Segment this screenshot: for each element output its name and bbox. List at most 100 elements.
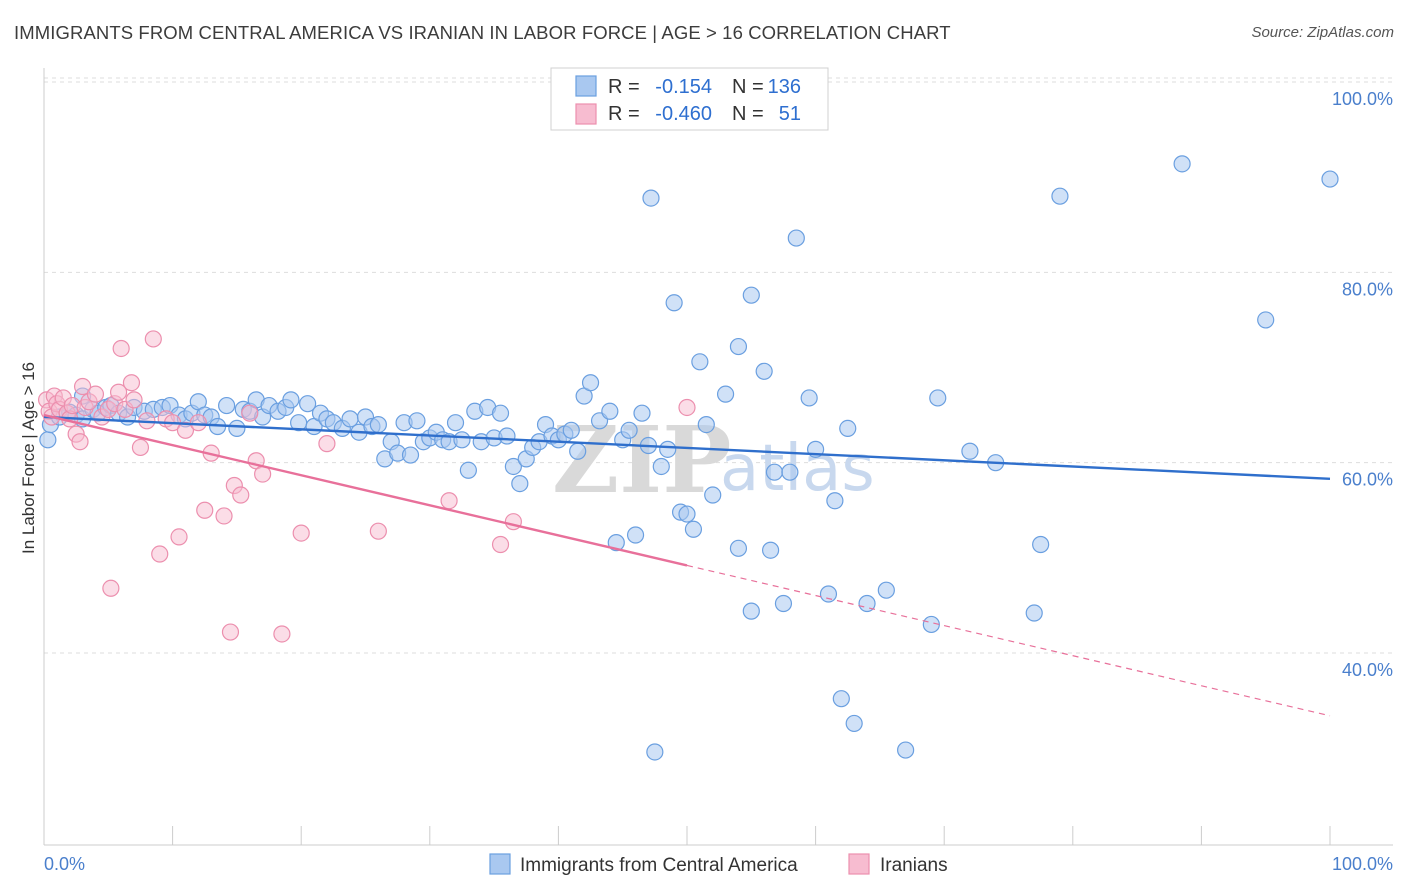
point-iranians-47 <box>440 492 458 510</box>
point-central-america-76 <box>569 442 587 460</box>
point-iranians-46 <box>369 522 387 540</box>
point-iranians-50 <box>678 398 696 417</box>
point-central-america-102 <box>742 286 760 304</box>
point-central-america-123 <box>1025 604 1043 622</box>
point-central-america-35 <box>299 395 317 413</box>
y-tick-labels: 40.0% 60.0% 80.0% 100.0% <box>1332 89 1393 680</box>
point-central-america-107 <box>781 463 799 481</box>
point-central-america-101 <box>742 602 760 620</box>
point-central-america-45 <box>369 416 387 434</box>
point-central-america-96 <box>697 416 715 434</box>
legend-swatch-pink <box>575 103 597 125</box>
point-central-america-119 <box>922 615 940 634</box>
point-central-america-121 <box>961 442 979 460</box>
point-iranians-27 <box>144 330 162 348</box>
point-central-america-100 <box>729 539 748 557</box>
point-central-america-25 <box>228 419 246 438</box>
point-central-america-51 <box>408 412 426 430</box>
x-tick-label-min: 0.0% <box>44 854 85 874</box>
point-central-america-94 <box>684 520 703 538</box>
point-central-america-87 <box>646 743 664 761</box>
point-central-america-90 <box>659 440 677 458</box>
chart-source: Source: ZipAtlas.com <box>1251 24 1394 41</box>
point-central-america-114 <box>839 419 857 438</box>
point-central-america-91 <box>665 294 683 312</box>
chart-title: IMMIGRANTS FROM CENTRAL AMERICA VS IRANI… <box>14 22 951 43</box>
y-tick-label-2: 80.0% <box>1342 279 1393 299</box>
point-central-america-85 <box>633 404 651 422</box>
axes <box>43 68 1393 846</box>
y-tick-label-3: 100.0% <box>1332 89 1393 109</box>
point-central-america-98 <box>716 385 735 403</box>
bottom-legend-swatch-blue <box>489 853 511 875</box>
point-central-america-58 <box>453 431 471 449</box>
point-central-america-97 <box>704 486 722 504</box>
point-iranians-40 <box>241 404 259 422</box>
x-tick-label-max: 100.0% <box>1332 854 1393 874</box>
point-central-america-117 <box>877 581 895 599</box>
point-central-america-103 <box>755 362 773 380</box>
series-iranians-points <box>37 330 696 643</box>
point-central-america-66 <box>504 457 522 476</box>
bottom-legend: Immigrants from Central America Iranians <box>489 853 948 876</box>
point-iranians-23 <box>122 374 141 392</box>
point-central-america-65 <box>498 427 516 445</box>
point-central-america-88 <box>642 189 660 207</box>
point-central-america-124 <box>1032 535 1050 554</box>
trend-line-iranians <box>43 413 688 567</box>
bottom-legend-label-pink: Iranians <box>880 855 948 876</box>
point-central-america-127 <box>1257 311 1275 329</box>
point-iranians-43 <box>273 625 291 643</box>
point-iranians-36 <box>215 507 233 525</box>
point-central-america-113 <box>832 690 850 708</box>
point-central-america-80 <box>601 402 619 420</box>
point-central-america-59 <box>459 461 477 479</box>
point-central-america-106 <box>774 594 793 613</box>
point-central-america-115 <box>845 714 863 733</box>
legend-box: R = -0.154 N = 136 R = -0.460 N = 51 <box>550 67 829 131</box>
point-central-america-105 <box>765 463 784 481</box>
y-axis-label: In Labor Force | Age > 16 <box>19 362 38 554</box>
point-iranians-20 <box>109 383 128 401</box>
point-iranians-25 <box>131 438 150 457</box>
point-central-america-78 <box>581 374 600 392</box>
legend-n-label-2: N = <box>732 103 764 125</box>
point-central-america-64 <box>491 404 510 422</box>
point-central-america-50 <box>401 446 420 464</box>
point-iranians-32 <box>176 421 195 439</box>
legend-r-label-1: R = <box>608 76 640 98</box>
point-central-america-67 <box>511 475 529 493</box>
y-tick-label-1: 60.0% <box>1342 470 1393 490</box>
legend-n-value-1: 136 <box>768 76 801 98</box>
point-central-america-33 <box>282 391 300 409</box>
point-iranians-24 <box>125 391 143 409</box>
point-central-america-120 <box>929 389 947 407</box>
legend-r-value-1: -0.154 <box>655 76 712 98</box>
point-central-america-111 <box>819 585 838 603</box>
legend-n-label-1: N = <box>732 76 764 98</box>
point-iranians-11 <box>71 433 89 451</box>
point-iranians-48 <box>491 535 510 554</box>
point-iranians-34 <box>196 501 214 519</box>
trend-line-central-america <box>43 415 1331 481</box>
point-central-america-89 <box>652 457 670 476</box>
point-iranians-28 <box>151 545 169 563</box>
point-central-america-24 <box>218 396 236 415</box>
point-iranians-12 <box>73 377 92 396</box>
point-central-america-0 <box>39 431 57 449</box>
point-central-america-108 <box>787 229 805 247</box>
point-central-america-81 <box>607 534 625 552</box>
point-iranians-33 <box>189 414 207 432</box>
point-central-america-57 <box>446 414 465 432</box>
trend-line-iranians-extension <box>686 564 1331 717</box>
point-central-america-99 <box>729 337 748 356</box>
legend-n-value-2: 51 <box>779 103 801 125</box>
point-iranians-44 <box>292 524 310 542</box>
legend-swatch-blue <box>575 75 597 97</box>
y-tick-label-0: 40.0% <box>1342 660 1393 680</box>
point-iranians-31 <box>170 528 188 546</box>
point-central-america-95 <box>691 353 709 371</box>
point-central-america-118 <box>897 741 915 759</box>
point-central-america-93 <box>678 505 696 523</box>
